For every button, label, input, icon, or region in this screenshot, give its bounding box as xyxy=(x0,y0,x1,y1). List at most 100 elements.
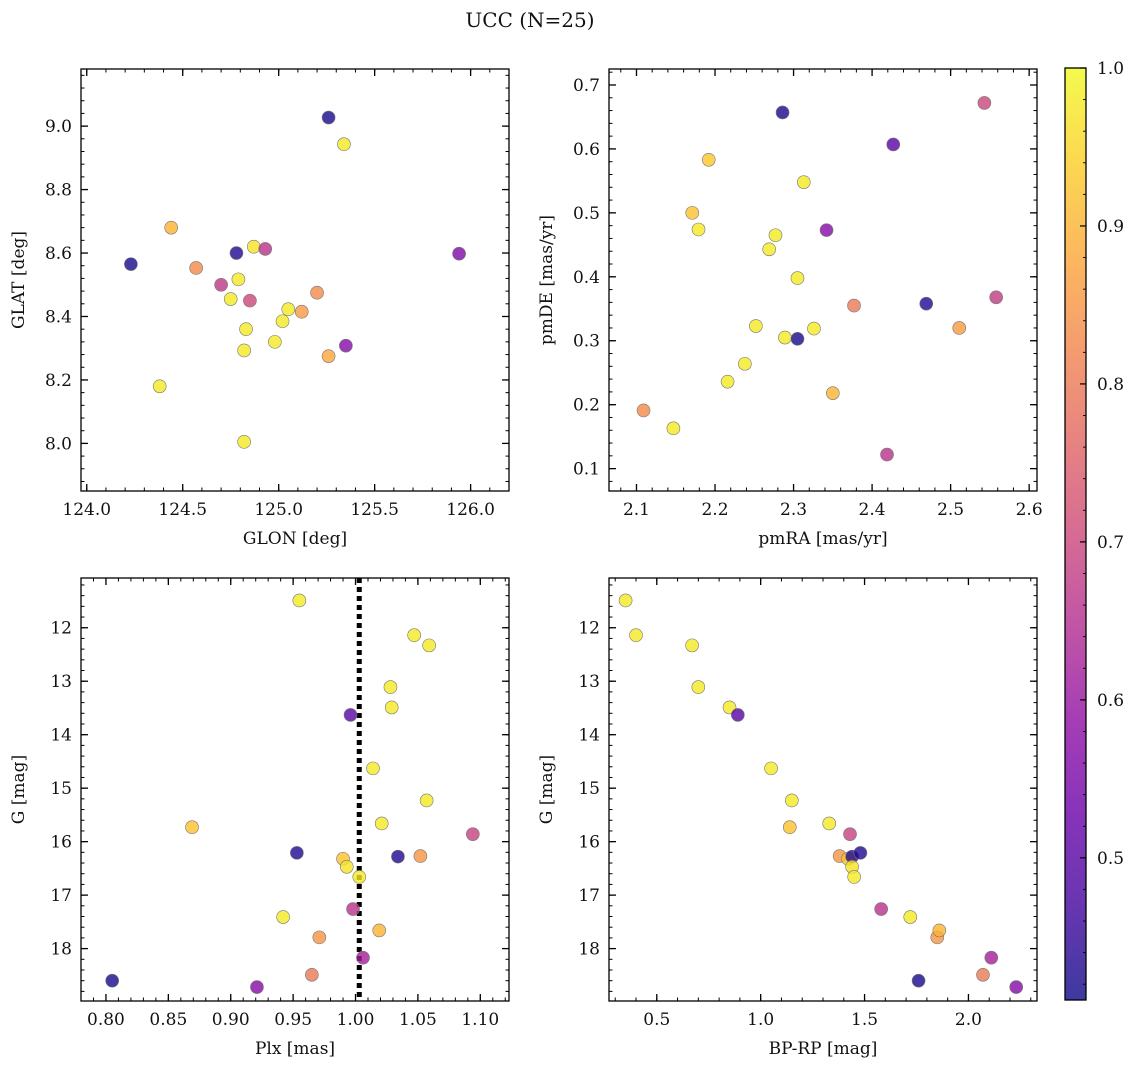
scatter-point xyxy=(749,319,763,333)
scatter-point xyxy=(223,292,238,306)
scatter-point xyxy=(790,271,805,285)
panel-top-right: 2.1 2.2 2.3 2.4 2.5 2.6 0.1 0.2 0.3 0.4 0.5 0.6 0.7 p… xyxy=(537,68,1043,549)
scatter-point xyxy=(886,137,901,152)
scatter-point xyxy=(1009,980,1024,994)
scatter-point xyxy=(807,321,821,336)
x-tick-label: 125.0 xyxy=(254,500,303,520)
scatter-point xyxy=(738,356,752,371)
scatter-point xyxy=(305,967,319,982)
scatter-point xyxy=(384,700,399,715)
y-tick-label: 17 xyxy=(50,886,72,906)
x-tick-label: 126.0 xyxy=(446,500,495,520)
y-tick-label: 15 xyxy=(50,779,72,799)
scatter-point xyxy=(977,96,992,110)
panels: 124.0 124.5 125.0 125.5 126.0 8.0 8.2 8.4 8.6 8.8… xyxy=(9,68,1043,1059)
scatter-point xyxy=(691,222,706,237)
scatter-point xyxy=(768,228,783,243)
panel-top-left: 124.0 124.5 125.0 125.5 126.0 8.0 8.2 8.4 8.6 8.8… xyxy=(9,68,510,549)
scatter-point xyxy=(422,638,436,653)
x-tick-label: 2.4 xyxy=(859,500,886,520)
y-tick-label: 16 xyxy=(578,833,600,853)
y-tick-label: 12 xyxy=(50,619,72,639)
x-tick-label: 1.05 xyxy=(399,1010,437,1030)
scatter-point xyxy=(903,910,918,924)
scatter-point xyxy=(984,950,999,965)
scatter-point xyxy=(466,827,480,841)
panel-bottom-left: 0.80 0.85 0.90 0.95 1.00 1.05 1.10 12 13 14 15 16 17… xyxy=(9,577,510,1059)
x-tick-label: 1.00 xyxy=(337,1010,375,1030)
scatter-point xyxy=(874,902,888,916)
scatter-point xyxy=(290,846,304,860)
y-tick-label: 8.6 xyxy=(45,244,72,264)
axes-frame xyxy=(608,68,1038,492)
scatter-point xyxy=(701,152,716,167)
scatter-point xyxy=(790,332,805,346)
y-axis-label: G [mag] xyxy=(537,755,557,824)
y-tick-label: 12 xyxy=(578,619,600,639)
x-tick-label: 1.10 xyxy=(461,1010,499,1030)
x-tick-label: 0.80 xyxy=(87,1010,125,1030)
scatter-point xyxy=(189,261,203,275)
scatter-point xyxy=(778,330,792,345)
scatter-point xyxy=(321,349,336,363)
figure-title: UCC (N=25) xyxy=(465,8,594,32)
scatter-point xyxy=(339,859,354,874)
y-tick-label: 0.6 xyxy=(573,140,600,160)
scatter-point xyxy=(618,593,633,608)
scatter-point xyxy=(691,680,706,694)
scatter-point xyxy=(847,298,861,313)
scatter-point xyxy=(237,435,251,449)
scatter-point xyxy=(366,761,380,776)
y-tick-label: 0.5 xyxy=(573,204,600,224)
y-tick-label: 0.2 xyxy=(573,396,600,416)
colorbar-tick-label: 0.8 xyxy=(1097,375,1124,395)
scatter-point xyxy=(239,322,253,336)
scatter-point xyxy=(407,628,421,643)
y-tick-label: 8.8 xyxy=(45,181,72,201)
scatter-point xyxy=(356,950,370,965)
scatter-point xyxy=(346,902,360,916)
scatter-point xyxy=(164,220,179,235)
x-tick-label: 2.0 xyxy=(955,1010,982,1030)
scatter-point xyxy=(312,930,327,945)
panel-bottom-right: 0.5 1.0 1.5 2.0 12 13 14 15 16 17 18 BP-RP [mag] G [… xyxy=(537,577,1038,1059)
scatter-point xyxy=(822,816,837,831)
scatter-point xyxy=(976,967,990,982)
scatter-point xyxy=(268,335,282,349)
scatter-point xyxy=(843,827,857,841)
scatter-point xyxy=(105,973,119,988)
scatter-point xyxy=(685,638,699,653)
x-tick-label: 124.0 xyxy=(62,500,111,520)
y-tick-label: 14 xyxy=(50,726,72,746)
y-tick-label: 15 xyxy=(578,779,600,799)
scatter-point xyxy=(258,242,273,256)
colorbar-tick-label: 0.9 xyxy=(1097,217,1124,237)
scatter-point xyxy=(214,277,228,292)
scatter-point xyxy=(374,816,389,831)
colorbar-tick-label: 0.6 xyxy=(1097,691,1124,711)
scatter-point xyxy=(185,820,199,835)
scatter-point xyxy=(337,137,351,151)
y-tick-label: 0.7 xyxy=(573,76,600,96)
x-axis-label: Plx [mas] xyxy=(255,1039,335,1059)
scatter-point xyxy=(391,849,405,864)
y-tick-label: 8.2 xyxy=(45,371,72,391)
scatter-point xyxy=(666,421,681,436)
x-tick-label: 124.5 xyxy=(158,500,207,520)
scatter-point xyxy=(292,593,307,608)
axes-frame xyxy=(80,68,510,492)
y-tick-label: 13 xyxy=(50,672,72,692)
scatter-point xyxy=(243,293,257,308)
scatter-point xyxy=(124,257,138,271)
scatter-point xyxy=(796,175,811,189)
scatter-point xyxy=(372,923,387,938)
scatter-point xyxy=(880,447,894,462)
scatter-point xyxy=(343,708,358,722)
axes-frame xyxy=(80,577,510,1002)
x-tick-label: 0.85 xyxy=(149,1010,187,1030)
x-tick-label: 2.6 xyxy=(1016,500,1043,520)
scatter-point xyxy=(826,386,840,400)
x-tick-label: 2.2 xyxy=(701,500,728,520)
scatter-point xyxy=(276,910,290,924)
